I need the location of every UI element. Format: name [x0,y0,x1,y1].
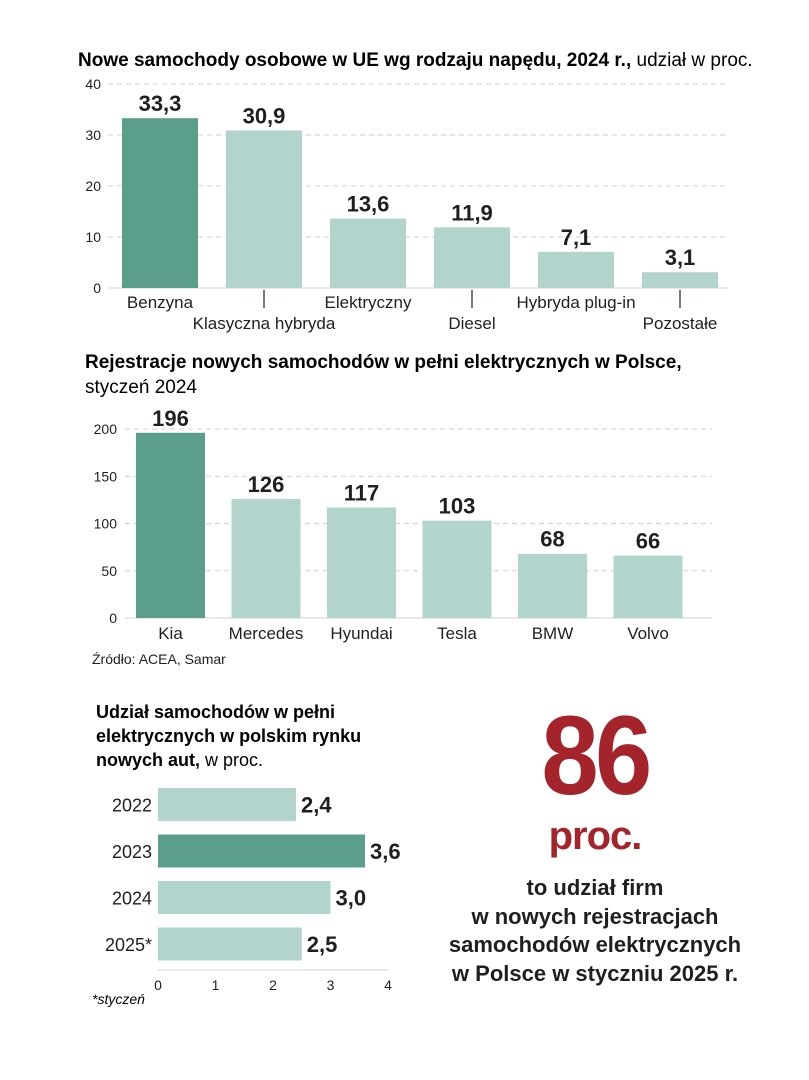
chart1-y-tick-label: 10 [85,229,101,245]
chart1-title-bold: Nowe samochody osobowe w UE wg rodzaju n… [78,50,631,71]
chart2-y-tick-label: 50 [101,563,117,579]
chart-pl-ev-share: Udział samochodów w pełni elektrycznych … [92,702,400,1007]
chart1-y-tick-label: 40 [85,76,101,92]
source-note: Źródło: ACEA, Samar [92,651,226,667]
chart1-category-label: Hybryda plug-in [516,293,635,312]
chart1-y-tick-label: 30 [85,127,101,143]
chart2-title-bold: Rejestracje nowych samochodów w pełni el… [85,352,682,373]
chart3-title-rest: w proc. [200,750,263,770]
chart3-title-line2: elektrycznych w polskim rynku [96,726,361,746]
caption-line: to udział firm [526,875,664,900]
chart2-category-label: Hyundai [330,624,392,643]
chart2-bar [136,432,205,618]
highlight-stat-number: 86 [541,693,652,818]
chart1-value-label: 13,6 [347,192,390,217]
chart3-x-tick-label: 2 [269,977,277,993]
chart2-y-tick-label: 200 [94,421,118,437]
chart2-category-label: Mercedes [229,624,304,643]
chart1-bar [642,272,718,288]
chart2-value-label: 117 [344,480,380,505]
chart-pl-ev-registrations: Rejestracje nowych samochodów w pełni el… [85,352,712,643]
chart2-value-label: 66 [636,529,660,554]
chart1-value-label: 3,1 [665,245,696,270]
chart3-category-label: 2025* [105,935,152,955]
chart3-x-tick-label: 0 [154,977,162,993]
chart2-bar [231,498,301,618]
chart3-bar [158,881,331,914]
chart1-y-tick-label: 20 [85,178,101,194]
chart1-value-label: 30,9 [243,103,286,128]
chart3-bar [158,927,302,961]
chart2-bar [327,507,396,618]
chart2-y-tick-label: 150 [94,468,118,484]
chart1-category-label: Elektryczny [325,293,412,312]
chart3-value-label: 3,6 [370,839,400,864]
chart3-bar [158,788,296,821]
highlight-stat-caption: to udział firm w nowych rejestracjach sa… [400,874,790,988]
chart2-value-label: 196 [152,406,189,431]
chart1-value-label: 11,9 [451,200,493,225]
chart2-y-tick-label: 0 [109,610,117,626]
chart3-title-line3: nowych aut, w proc. [96,750,263,770]
chart2-bar [422,520,492,618]
chart2-category-label: Tesla [437,624,477,643]
chart3-bar [158,834,365,868]
chart1-bar [330,218,406,288]
chart3-footnote: *styczeń [92,991,145,1007]
chart1-category-label: Pozostałe [643,314,718,333]
caption-line: samochodów elektrycznych [448,932,742,958]
chart3-value-label: 2,4 [301,793,332,818]
chart1-bar [226,130,302,288]
chart2-bar [613,555,683,618]
chart3-title-line1: Udział samochodów w pełni [96,702,335,722]
chart2-y-tick-label: 100 [94,516,118,532]
chart3-title-line3-bold: nowych aut, [96,750,200,770]
highlight-stat: 86 proc. to udział firm w nowych rejestr… [400,700,790,988]
chart2-value-label: 126 [248,472,285,497]
chart1-category-label: Benzyna [127,293,194,312]
chart3-category-label: 2024 [112,889,152,909]
chart1-y-tick-label: 0 [93,280,101,296]
chart3-category-label: 2022 [112,796,152,816]
chart1-bar [538,251,614,288]
chart2-bar [518,553,587,618]
chart1-value-label: 7,1 [561,225,592,250]
caption-line: w nowych rejestracjach [471,903,719,929]
chart1-category-label: Diesel [448,314,495,333]
chart1-title: Nowe samochody osobowe w UE wg rodzaju n… [78,50,753,71]
chart1-bar [434,227,510,288]
chart2-value-label: 68 [540,527,564,552]
highlight-stat-unit: proc. [548,814,643,858]
chart2-category-label: BMW [532,624,574,643]
caption-line: w Polsce w styczniu 2025 r. [451,960,739,986]
chart3-x-tick-label: 1 [212,977,220,993]
chart-eu-powertrain: Nowe samochody osobowe w UE wg rodzaju n… [78,50,753,333]
chart3-x-tick-label: 4 [384,977,392,993]
chart1-category-label: Klasyczna hybryda [193,314,336,333]
chart2-category-label: Kia [158,624,183,643]
chart3-value-label: 2,5 [307,932,338,957]
chart1-title-rest: udział w proc. [631,50,752,71]
chart1-value-label: 33,3 [139,91,182,116]
chart2-value-label: 103 [439,494,476,519]
chart1-bar [122,118,198,288]
chart2-category-label: Volvo [627,624,669,643]
chart2-title-rest: styczeń 2024 [85,377,197,398]
chart3-value-label: 3,0 [336,886,367,911]
chart3-category-label: 2023 [112,842,152,862]
chart3-x-tick-label: 3 [327,977,335,993]
